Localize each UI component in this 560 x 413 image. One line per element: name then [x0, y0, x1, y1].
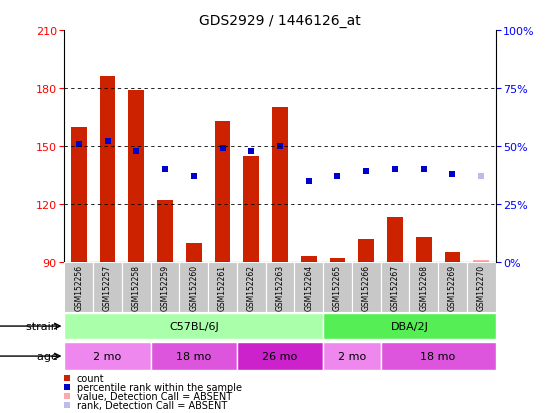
Bar: [71, 127, 87, 262]
Text: strain: strain: [26, 321, 62, 331]
Text: value, Detection Call = ABSENT: value, Detection Call = ABSENT: [77, 391, 232, 401]
Bar: [157, 201, 173, 262]
Text: GSM152257: GSM152257: [103, 265, 112, 311]
Bar: [301, 256, 316, 262]
Bar: [64, 313, 323, 339]
Text: 18 mo: 18 mo: [176, 351, 211, 361]
Bar: [416, 237, 432, 262]
Text: rank, Detection Call = ABSENT: rank, Detection Call = ABSENT: [77, 400, 227, 410]
Text: GSM152258: GSM152258: [132, 265, 141, 311]
Bar: [237, 342, 323, 370]
Text: GSM152268: GSM152268: [419, 265, 428, 311]
Bar: [186, 243, 202, 262]
Text: C57BL/6J: C57BL/6J: [169, 321, 218, 331]
Bar: [244, 156, 259, 262]
Bar: [272, 108, 288, 262]
Bar: [151, 342, 237, 370]
Text: 26 mo: 26 mo: [263, 351, 297, 361]
Text: GSM152261: GSM152261: [218, 265, 227, 311]
Bar: [330, 259, 346, 262]
Bar: [445, 253, 460, 262]
Text: age: age: [37, 351, 62, 361]
Text: GSM152269: GSM152269: [448, 265, 457, 311]
Bar: [323, 262, 352, 312]
Bar: [265, 262, 295, 312]
Text: GDS2929 / 1446126_at: GDS2929 / 1446126_at: [199, 14, 361, 28]
Text: count: count: [77, 373, 104, 383]
Bar: [323, 313, 496, 339]
Bar: [467, 262, 496, 312]
Text: percentile rank within the sample: percentile rank within the sample: [77, 382, 241, 392]
Text: GSM152259: GSM152259: [161, 265, 170, 311]
Text: 2 mo: 2 mo: [94, 351, 122, 361]
Bar: [122, 262, 151, 312]
Bar: [100, 77, 115, 262]
Text: GSM152270: GSM152270: [477, 265, 486, 311]
Bar: [295, 262, 323, 312]
Text: GSM152256: GSM152256: [74, 265, 83, 311]
Text: GSM152266: GSM152266: [362, 265, 371, 311]
Text: GSM152267: GSM152267: [390, 265, 399, 311]
Bar: [179, 262, 208, 312]
Text: GSM152264: GSM152264: [304, 265, 313, 311]
Bar: [64, 342, 151, 370]
Text: 18 mo: 18 mo: [421, 351, 456, 361]
Bar: [93, 262, 122, 312]
Bar: [381, 342, 496, 370]
Bar: [352, 262, 381, 312]
Bar: [438, 262, 467, 312]
Bar: [214, 121, 230, 262]
Bar: [128, 91, 144, 262]
Bar: [473, 260, 489, 262]
Text: GSM152263: GSM152263: [276, 265, 284, 311]
Bar: [237, 262, 265, 312]
Bar: [387, 218, 403, 262]
Text: GSM152260: GSM152260: [189, 265, 198, 311]
Bar: [151, 262, 179, 312]
Bar: [358, 239, 374, 262]
Text: 2 mo: 2 mo: [338, 351, 366, 361]
Bar: [64, 262, 93, 312]
Bar: [409, 262, 438, 312]
Bar: [323, 342, 381, 370]
Text: DBA/2J: DBA/2J: [390, 321, 428, 331]
Bar: [381, 262, 409, 312]
Text: GSM152265: GSM152265: [333, 265, 342, 311]
Bar: [208, 262, 237, 312]
Text: GSM152262: GSM152262: [247, 265, 256, 311]
